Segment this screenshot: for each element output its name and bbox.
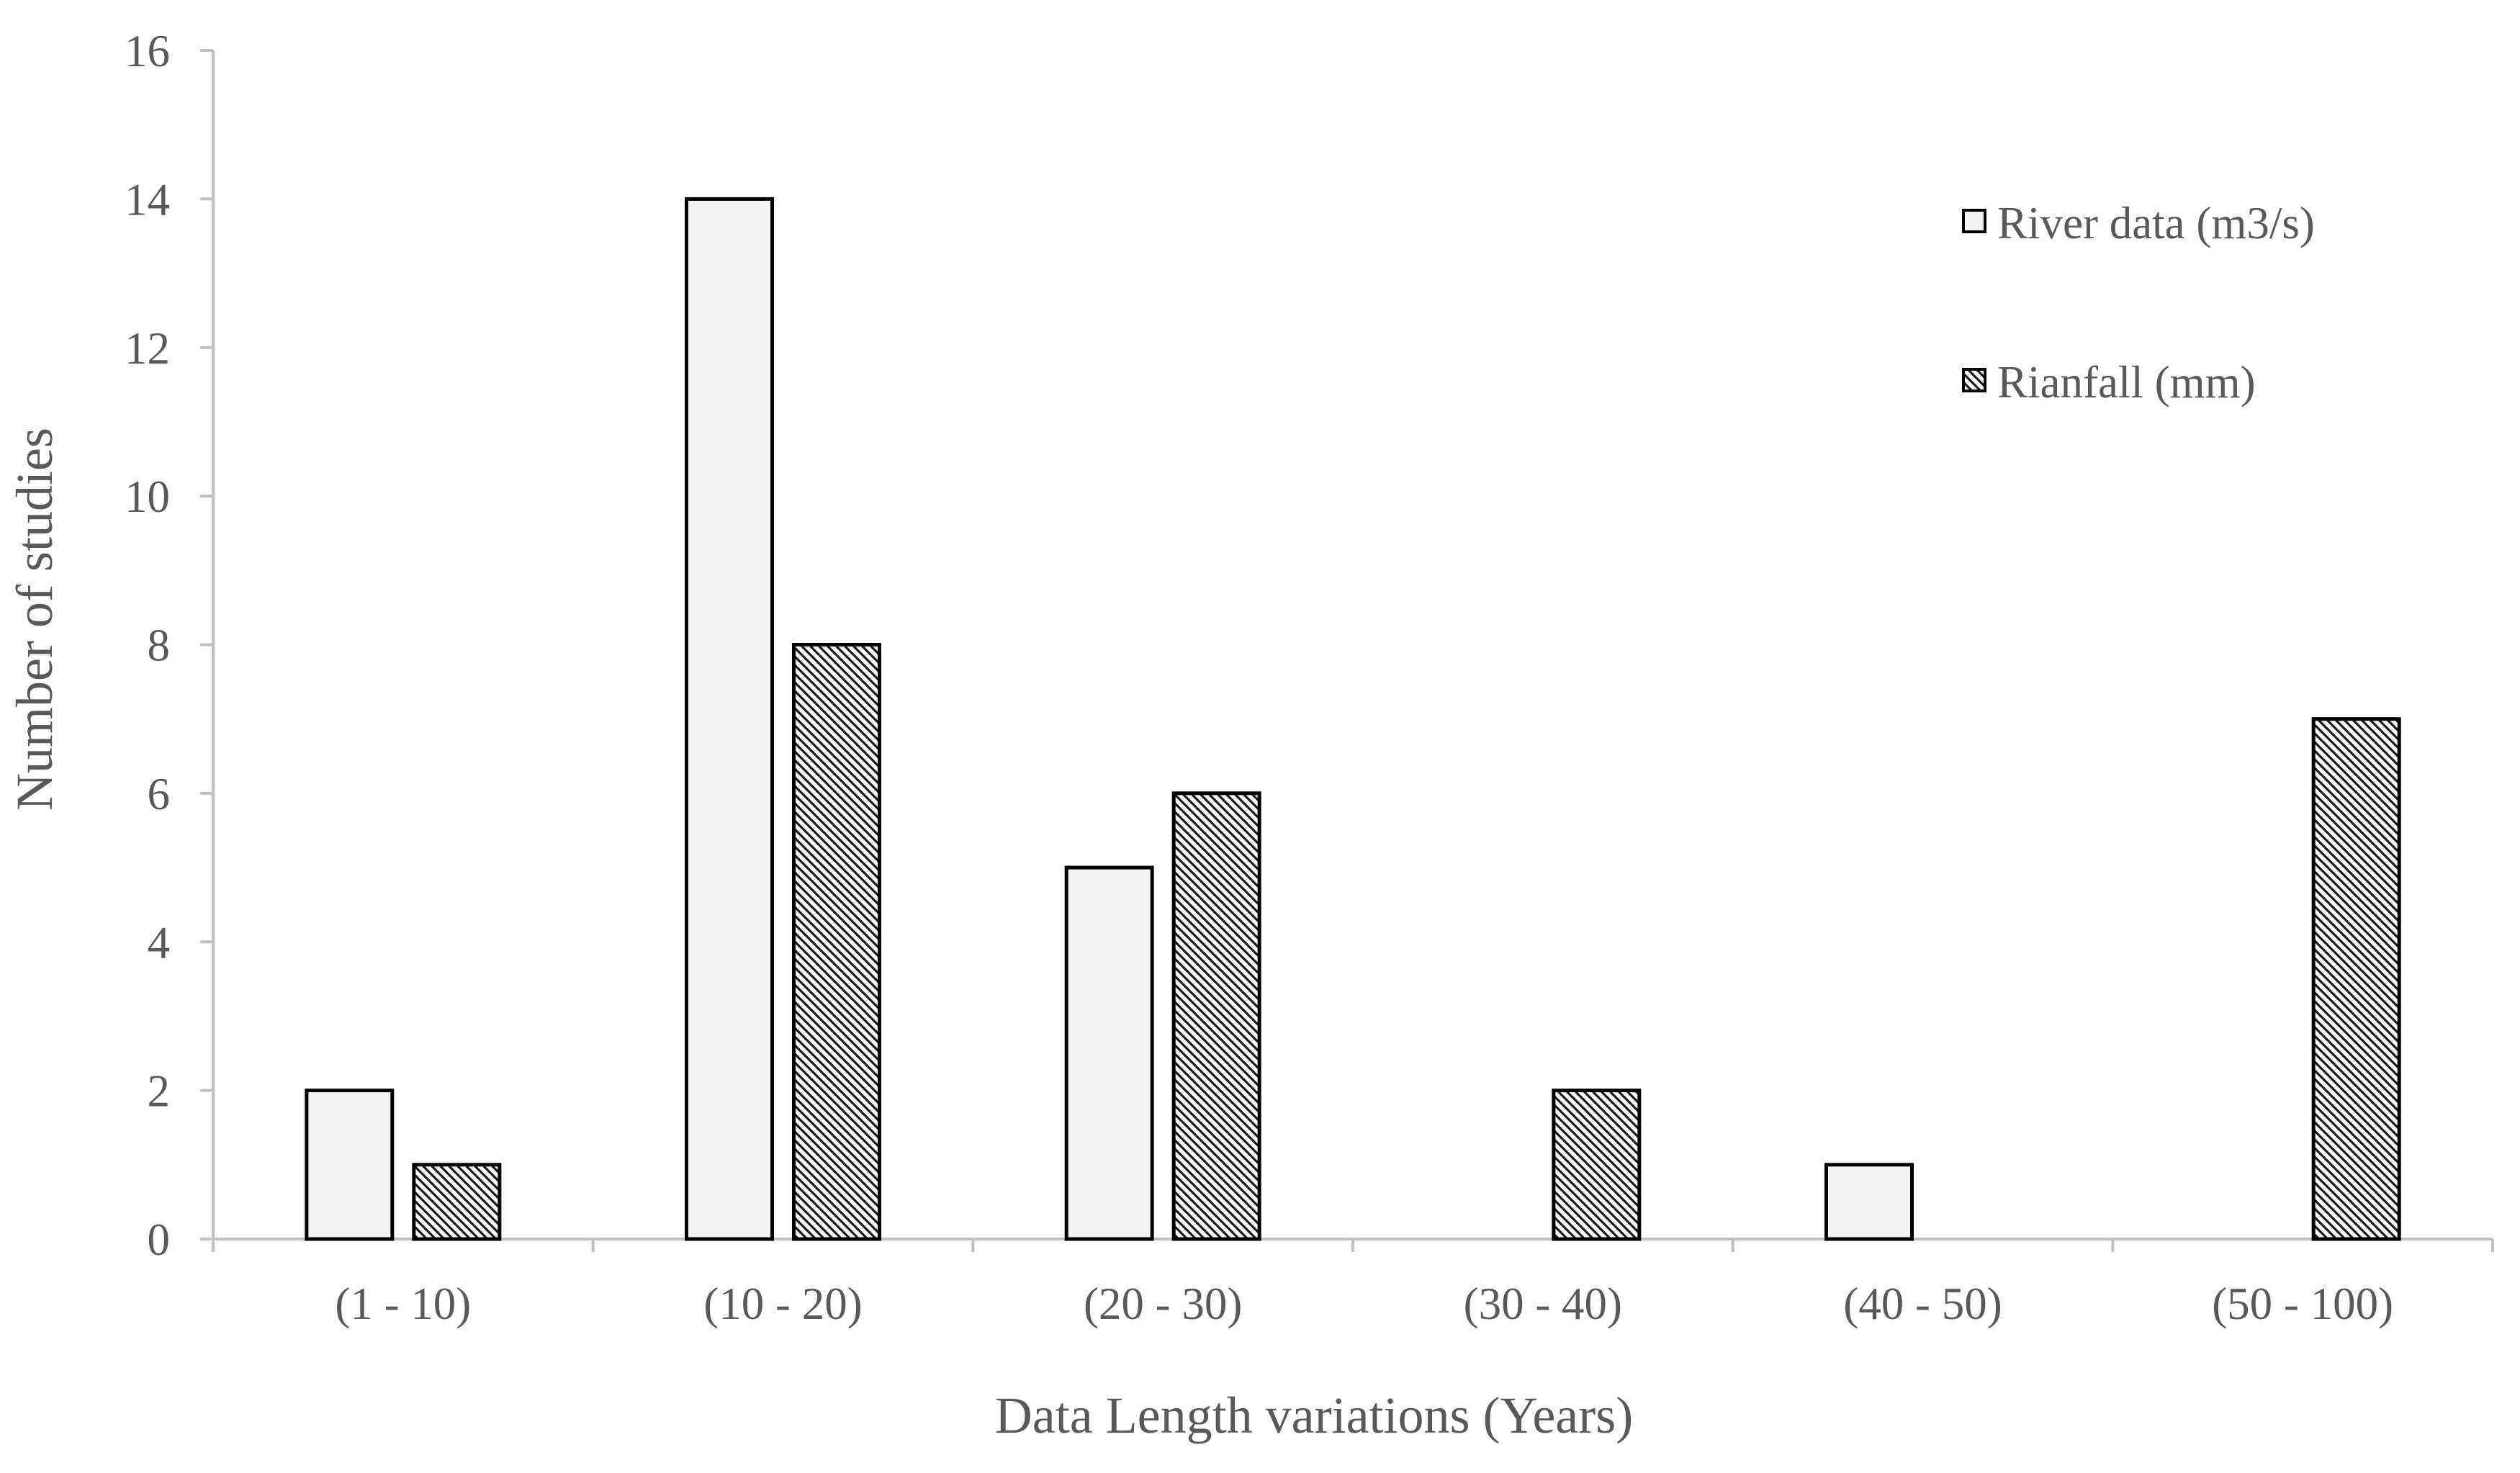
axes xyxy=(200,49,2494,1252)
tick-labels: 0 2 4 6 8 10 12 14 16 (1 - 10) (10 - 20) (20 - 30) (… xyxy=(125,26,2393,1329)
y-tick-label: 14 xyxy=(125,174,170,225)
bars xyxy=(305,197,2401,1241)
bar-river-data xyxy=(685,197,774,1241)
x-tick-label: (10 - 20) xyxy=(703,1279,862,1329)
bar-rainfall xyxy=(1171,791,1261,1241)
bar-rainfall xyxy=(792,643,881,1241)
legend-swatch-river xyxy=(1962,209,1986,233)
bar-rainfall xyxy=(412,1163,502,1241)
x-tick-label: (30 - 40) xyxy=(1464,1279,1622,1329)
legend-label-rainfall: Rianfall (mm) xyxy=(1997,357,2256,407)
x-axis-title: Data Length variations (Years) xyxy=(995,1387,1633,1444)
y-tick-label: 8 xyxy=(148,621,171,671)
x-tick-label: (1 - 10) xyxy=(335,1279,471,1329)
bar-rainfall xyxy=(2311,717,2401,1241)
y-tick-label: 16 xyxy=(125,26,170,76)
y-tick-label: 6 xyxy=(148,769,171,819)
x-tick-label: (50 - 100) xyxy=(2212,1279,2393,1329)
x-tick-label: (40 - 50) xyxy=(1843,1279,2002,1329)
y-tick-label: 12 xyxy=(125,323,170,374)
bar-river-data xyxy=(305,1089,395,1241)
bar-river-data xyxy=(1824,1163,1914,1241)
y-tick-label: 4 xyxy=(148,917,171,968)
legend-label-river: River data (m3/s) xyxy=(1997,198,2315,248)
y-tick-label: 0 xyxy=(148,1215,171,1265)
x-tick-label: (20 - 30) xyxy=(1084,1279,1242,1329)
y-tick-label: 2 xyxy=(148,1066,171,1117)
bar-river-data xyxy=(1064,865,1154,1241)
legend-swatch-rainfall xyxy=(1962,368,1986,392)
y-axis-title: Number of studies xyxy=(6,428,63,811)
bar-rainfall xyxy=(1552,1089,1642,1241)
legend: River data (m3/s) Rianfall (mm) xyxy=(1962,198,2315,407)
y-tick-label: 10 xyxy=(125,472,170,522)
